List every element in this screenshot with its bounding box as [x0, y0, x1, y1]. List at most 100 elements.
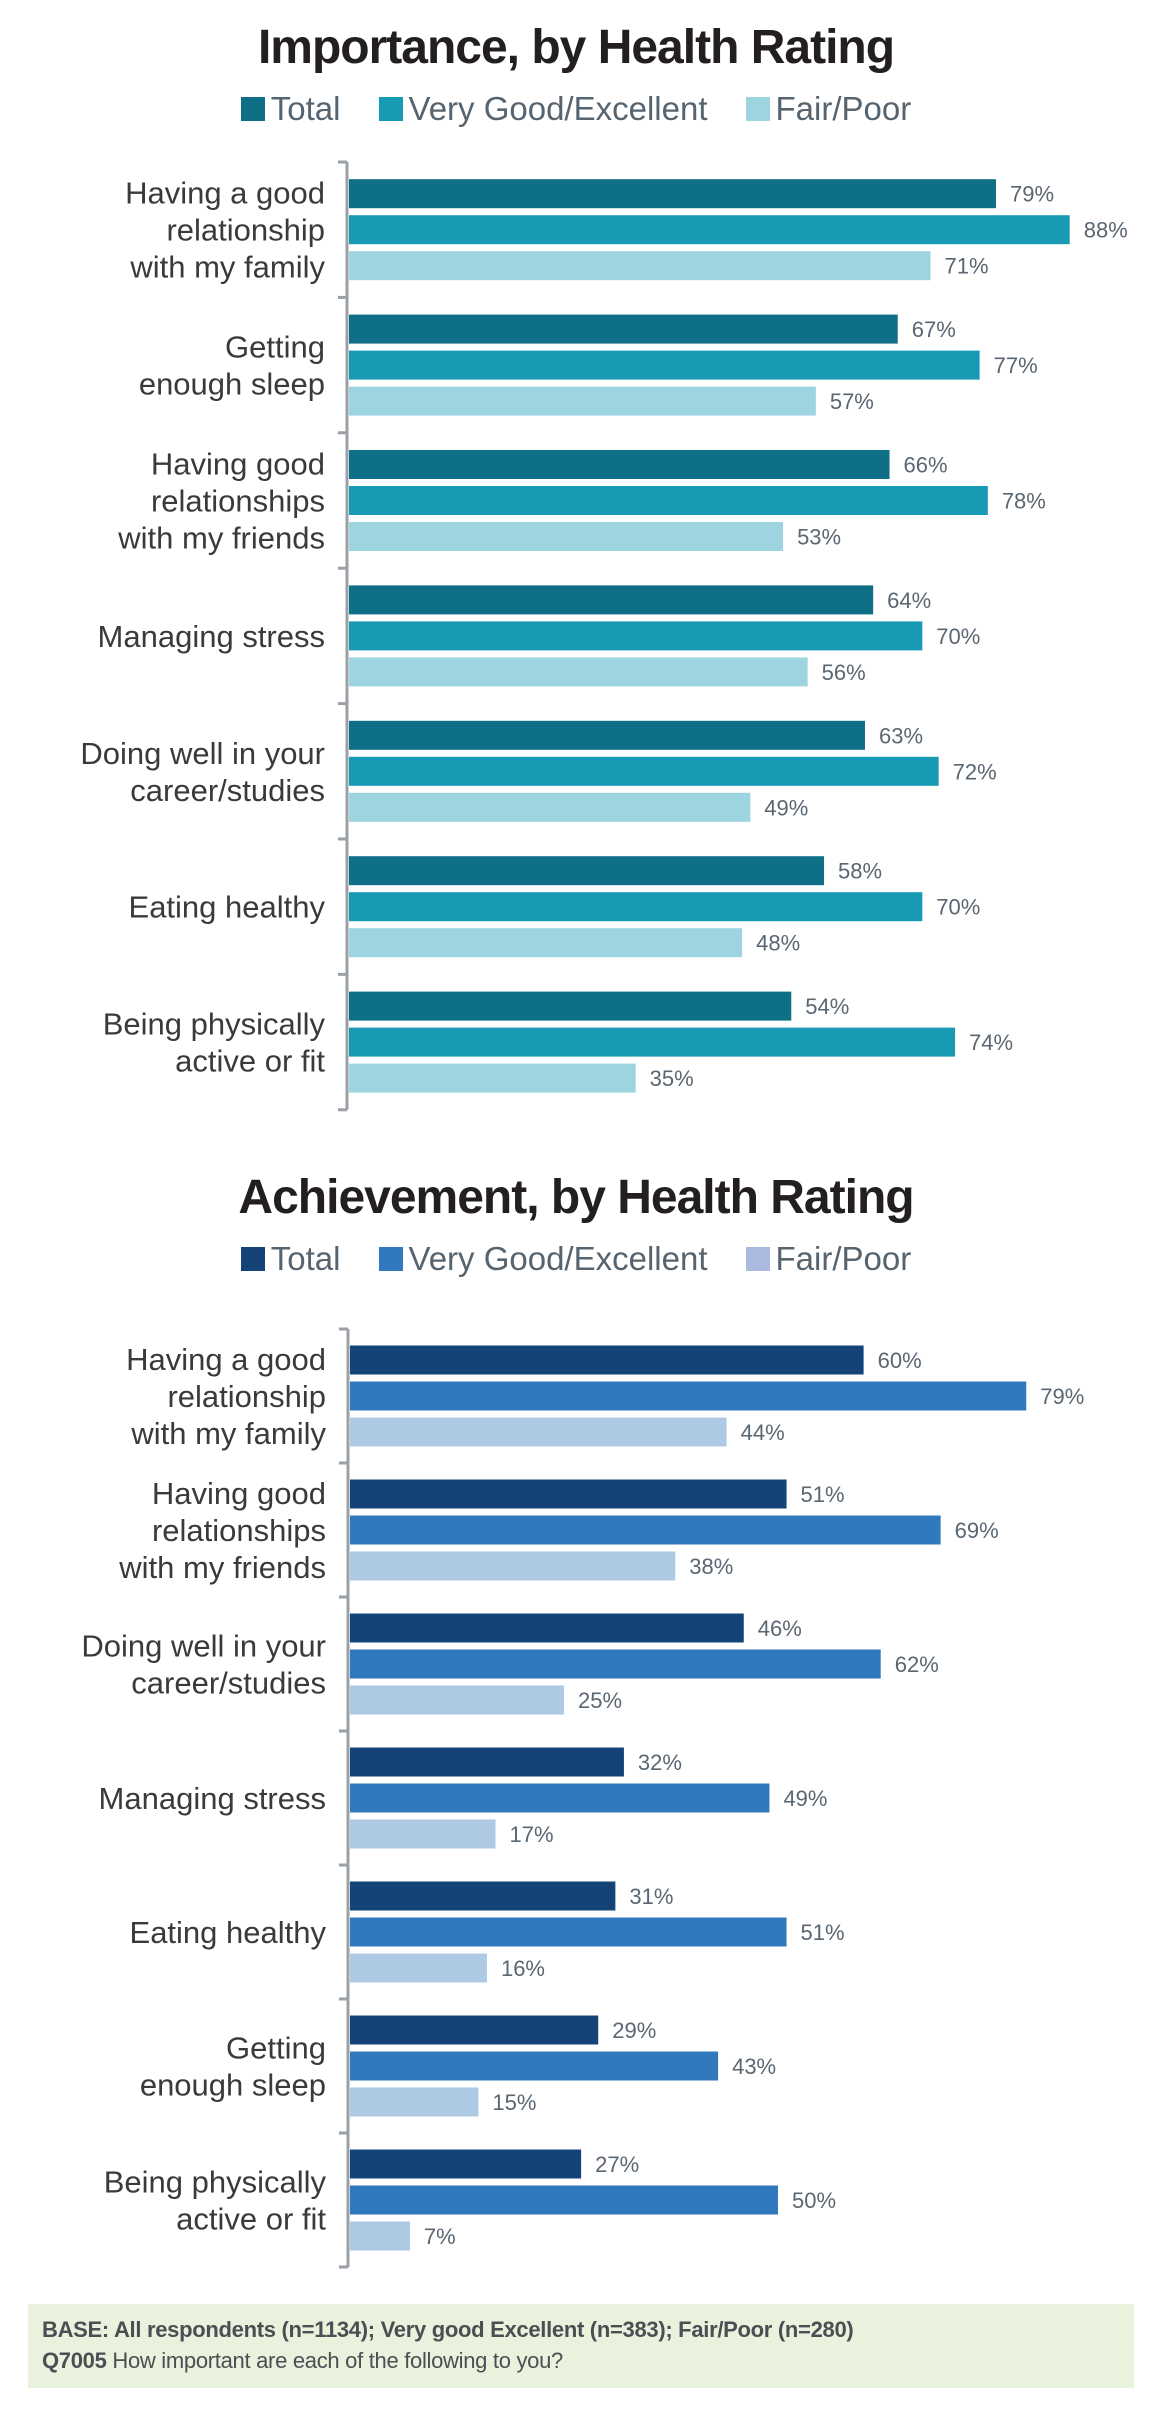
footnote-question: Q7005 How important are each of the foll… [42, 2345, 1120, 2376]
data-label: 17% [510, 1822, 554, 1847]
bar-very-good-excellent [349, 756, 939, 786]
data-label: 64% [887, 588, 931, 613]
data-label: 74% [969, 1030, 1013, 1055]
category-label: Getting enough sleep [140, 2031, 326, 2103]
bar-very-good-excellent [349, 1027, 956, 1057]
category-label: Having good relationships with my friends [118, 1476, 326, 1585]
bar-fair-poor [350, 1685, 564, 1715]
legend-swatch-very-good-excellent [378, 97, 403, 121]
category-label: Eating healthy [130, 1915, 327, 1950]
category-label: Doing well in your career/studies [80, 736, 325, 808]
bar-total [349, 179, 997, 209]
data-label: 16% [501, 1956, 545, 1981]
bar-fair-poor [350, 2221, 410, 2251]
chart2-legend: Total Very Good/Excellent Fair/Poor [0, 1240, 1152, 1278]
data-label: 54% [805, 994, 849, 1019]
bar-total [350, 1747, 624, 1777]
data-label: 57% [830, 389, 874, 414]
legend-swatch-total [240, 97, 265, 121]
legend-label-very-good-excellent: Very Good/Excellent [408, 90, 708, 127]
bar-fair-poor [349, 792, 751, 822]
bar-total [349, 991, 792, 1021]
data-label: 49% [764, 795, 808, 820]
bar-fair-poor [350, 2087, 479, 2117]
bar-fair-poor [350, 1417, 727, 1447]
bar-fair-poor [349, 657, 808, 687]
data-label: 70% [936, 895, 980, 920]
data-label: 77% [994, 353, 1038, 378]
category-label: Managing stress [98, 619, 325, 654]
bar-total [349, 720, 865, 750]
bar-fair-poor [350, 1953, 487, 1983]
bar-very-good-excellent [350, 1515, 941, 1545]
chart2-plot: Having a good relationship with my family 6… [81, 1327, 1084, 2269]
category-label: Doing well in your career/studies [81, 1629, 326, 1701]
chart1-plot: Having a good relationship with my family 7… [80, 160, 1128, 1112]
data-label: 7% [424, 2224, 456, 2249]
question-code: Q7005 [42, 2348, 107, 2373]
category-label: Having a good relationship with my family [126, 1342, 326, 1451]
question-text: How important are each of the following … [106, 2348, 563, 2373]
bar-very-good-excellent [349, 621, 923, 651]
bar-very-good-excellent [350, 1783, 770, 1813]
chart1-legend: Total Very Good/Excellent Fair/Poor [0, 90, 1152, 128]
bar-very-good-excellent [350, 2051, 719, 2081]
bar-fair-poor [350, 1819, 496, 1849]
data-label: 35% [650, 1066, 694, 1091]
bar-fair-poor [349, 1063, 636, 1093]
data-label: 32% [638, 1750, 682, 1775]
data-label: 25% [578, 1688, 622, 1713]
data-label: 67% [912, 317, 956, 342]
legend2-swatch-very-good-excellent [378, 1247, 403, 1271]
bar-very-good-excellent [349, 350, 980, 380]
bar-very-good-excellent [349, 892, 923, 922]
bar-fair-poor [349, 251, 931, 281]
bar-fair-poor [349, 522, 784, 551]
data-label: 88% [1084, 218, 1128, 243]
data-label: 46% [758, 1616, 802, 1641]
legend2-item-fair-poor: Fair/Poor [745, 1240, 912, 1278]
bar-very-good-excellent [349, 486, 988, 515]
bar-very-good-excellent [350, 1381, 1027, 1411]
category-label: Having good relationships with my friends [117, 447, 325, 556]
bar-very-good-excellent [350, 1649, 881, 1679]
bar-total [350, 2015, 599, 2045]
bar-total [350, 1479, 787, 1509]
data-label: 49% [783, 1786, 827, 1811]
bar-very-good-excellent [349, 215, 1070, 245]
bar-fair-poor [350, 1551, 676, 1581]
data-label: 69% [955, 1518, 999, 1543]
data-label: 60% [878, 1348, 922, 1373]
chart1-title: Importance, by Health Rating [257, 21, 895, 74]
data-label: 38% [689, 1554, 733, 1579]
bar-fair-poor [349, 928, 743, 958]
legend2-swatch-fair-poor [745, 1247, 770, 1271]
data-label: 72% [953, 759, 997, 784]
data-label: 51% [801, 1482, 845, 1507]
category-label: Being physically active or fit [103, 1007, 326, 1079]
legend2-swatch-total [240, 1247, 265, 1271]
legend-swatch-fair-poor [745, 97, 770, 121]
category-label: Getting enough sleep [139, 330, 325, 402]
chart2-title: Achievement, by Health Rating [238, 1171, 914, 1224]
legend-item-fair-poor: Fair/Poor [745, 90, 912, 128]
data-label: 79% [1010, 182, 1054, 207]
category-label: Being physically active or fit [104, 2165, 327, 2237]
legend-label-fair-poor: Fair/Poor [775, 90, 912, 127]
bar-total [350, 1345, 864, 1375]
data-label: 63% [879, 723, 923, 748]
legend2-label-total: Total [270, 1240, 341, 1277]
bar-very-good-excellent [350, 1917, 787, 1947]
data-label: 50% [792, 2188, 836, 2213]
category-label: Eating healthy [129, 890, 326, 925]
bar-total [350, 1881, 616, 1911]
bar-total [349, 314, 898, 344]
legend2-label-fair-poor: Fair/Poor [775, 1240, 912, 1277]
data-label: 15% [492, 2090, 536, 2115]
legend-label-total: Total [270, 90, 341, 127]
bar-total [350, 1613, 744, 1643]
footnote-base: BASE: All respondents (n=1134); Very goo… [42, 2317, 854, 2342]
data-label: 70% [936, 624, 980, 649]
bar-total [349, 585, 874, 615]
bar-total [349, 856, 825, 886]
